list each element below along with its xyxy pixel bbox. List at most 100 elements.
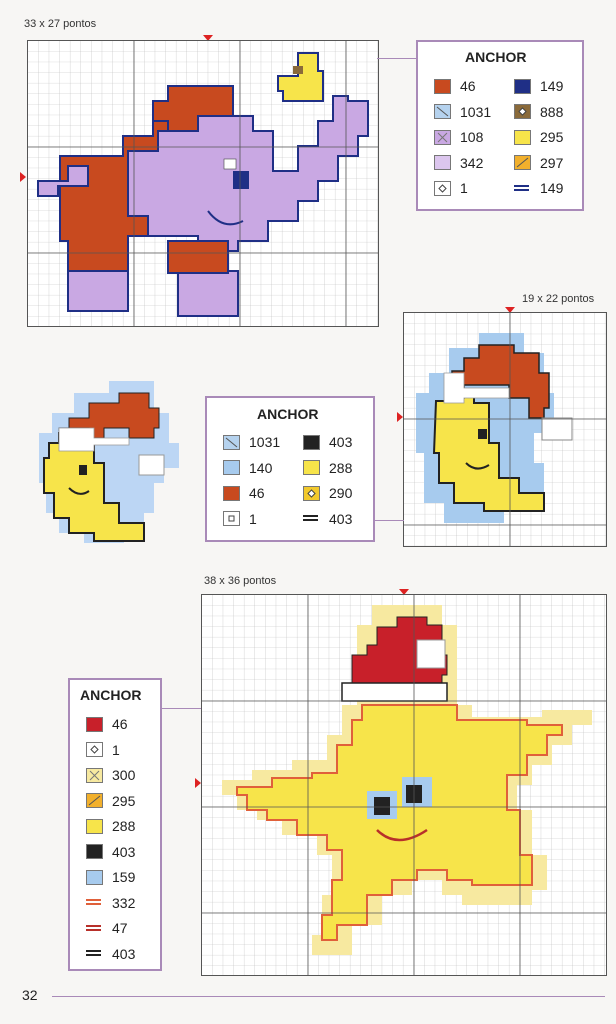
- legend-item: 149: [514, 179, 563, 197]
- star-body: [236, 704, 563, 941]
- color-swatch-icon: [303, 511, 320, 526]
- legend-code: 149: [540, 180, 564, 196]
- legend-code: 1031: [249, 434, 281, 450]
- legend-item: 149: [514, 77, 563, 95]
- legend-item: 1: [86, 741, 120, 759]
- legend-code: 108: [460, 129, 484, 145]
- color-swatch-icon: [86, 818, 103, 834]
- legend-item: 290: [303, 484, 352, 502]
- legend-title: ANCHOR: [80, 687, 142, 703]
- legend-code: 288: [329, 459, 353, 476]
- color-swatch-icon: [86, 742, 103, 757]
- color-swatch-icon: [86, 946, 103, 961]
- moon-chart: [403, 312, 607, 547]
- legend-item: 332: [86, 894, 135, 912]
- legend-code: 46: [112, 716, 128, 732]
- legend-code: 47: [112, 920, 128, 936]
- legend-item: 403: [86, 945, 135, 963]
- star-mouth: [376, 828, 428, 842]
- legend-item: 288: [303, 459, 352, 477]
- legend-item: 108: [434, 128, 483, 146]
- color-swatch-icon: [303, 485, 320, 501]
- chart1-dimensions: 33 x 27 pontos: [24, 18, 97, 30]
- legend-code: 1: [249, 510, 257, 527]
- legend-code: 403: [329, 510, 353, 527]
- color-swatch-icon: [86, 767, 103, 783]
- color-swatch-icon: [434, 180, 451, 196]
- moon-preview-image: [34, 373, 184, 548]
- legend-connector: [374, 520, 404, 521]
- legend-item: 300: [86, 766, 135, 784]
- elephant-leg-red: [167, 240, 229, 274]
- legend-item: 1: [434, 179, 468, 197]
- color-swatch-icon: [86, 793, 103, 808]
- chart3-legend: ANCHOR 46 1 300 295 288 403 159 332 47 403: [68, 678, 162, 971]
- legend-item: 403: [303, 510, 352, 528]
- chart1-legend: ANCHOR 46 149 1031 888 108 295 342 297 1 149: [416, 40, 584, 211]
- legend-item: 159: [86, 868, 135, 886]
- color-swatch-icon: [434, 129, 451, 145]
- legend-item: 295: [86, 792, 135, 810]
- color-swatch-icon: [514, 155, 531, 170]
- chart2-legend: ANCHOR 1031 403 140 288 46 290 1 403: [205, 396, 375, 542]
- color-swatch-icon: [434, 78, 451, 94]
- star-chart: [201, 594, 607, 976]
- legend-code: 1: [112, 741, 120, 758]
- chart3-dimensions: 38 x 36 pontos: [204, 575, 277, 587]
- color-swatch-icon: [303, 460, 320, 475]
- center-marker-icon: [20, 172, 26, 182]
- moon-pompom: [138, 454, 165, 476]
- color-swatch-icon: [223, 434, 240, 450]
- legend-item: 403: [303, 433, 352, 451]
- legend-code: 159: [112, 869, 136, 885]
- legend-item: 342: [434, 154, 483, 172]
- legend-item: 1: [223, 510, 257, 528]
- center-marker-icon: [203, 35, 213, 41]
- legend-code: 403: [112, 945, 136, 962]
- legend-code: 297: [540, 154, 564, 171]
- color-swatch-icon: [514, 78, 531, 94]
- legend-item: 46: [223, 484, 265, 502]
- color-swatch-icon: [223, 511, 240, 526]
- legend-item: 888: [514, 103, 563, 121]
- elephant-leg: [67, 270, 129, 312]
- color-swatch-icon: [223, 460, 240, 475]
- legend-title: ANCHOR: [257, 406, 319, 422]
- page-number: 32: [22, 987, 38, 1003]
- color-swatch-icon: [86, 895, 103, 910]
- legend-item: 47: [86, 919, 128, 937]
- color-swatch-icon: [86, 921, 103, 936]
- legend-code: 403: [112, 843, 136, 860]
- color-swatch-icon: [514, 104, 531, 119]
- legend-code: 888: [540, 103, 564, 120]
- legend-code: 332: [112, 894, 136, 911]
- legend-connector: [161, 708, 201, 709]
- legend-code: 46: [460, 78, 476, 94]
- color-swatch-icon: [434, 104, 451, 119]
- color-swatch-icon: [514, 129, 531, 145]
- legend-code: 1: [460, 180, 468, 196]
- legend-item: 46: [86, 715, 128, 733]
- center-marker-icon: [399, 589, 409, 595]
- elephant-chart: [27, 40, 379, 327]
- footer-divider: [52, 996, 605, 997]
- legend-code: 288: [112, 818, 136, 834]
- legend-code: 46: [249, 485, 265, 501]
- legend-code: 1031: [460, 103, 492, 120]
- color-swatch-icon: [223, 485, 240, 501]
- legend-item: 403: [86, 843, 135, 861]
- legend-code: 295: [112, 792, 136, 809]
- elephant-tail: [37, 165, 89, 197]
- color-swatch-icon: [514, 181, 531, 196]
- color-swatch-icon: [86, 844, 103, 859]
- center-marker-icon: [505, 307, 515, 313]
- elephant-eye: [233, 171, 249, 189]
- legend-code: 295: [540, 129, 564, 145]
- color-swatch-icon: [434, 155, 451, 170]
- legend-code: 342: [460, 154, 484, 171]
- color-swatch-icon: [303, 434, 320, 450]
- legend-code: 290: [329, 485, 353, 501]
- color-swatch-icon: [86, 869, 103, 885]
- color-swatch-icon: [86, 716, 103, 732]
- legend-item: 1031: [434, 103, 491, 121]
